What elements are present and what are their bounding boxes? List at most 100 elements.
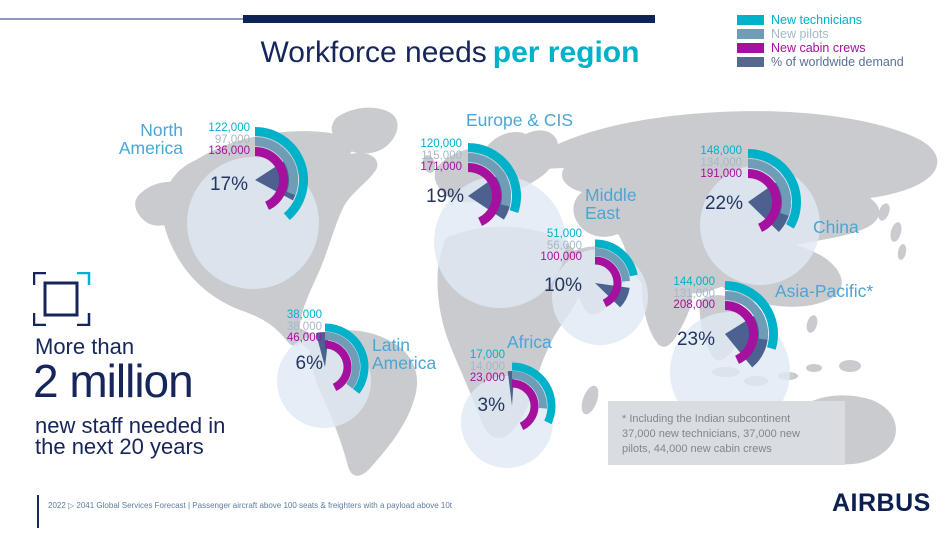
map-indonesia-4: [806, 364, 822, 372]
cabin-crews-arc: [724, 301, 758, 364]
technicians-value: 17,000: [469, 349, 505, 361]
pilots-arc: [324, 332, 360, 389]
map-new-guinea: [839, 360, 861, 372]
technicians-value: 144,000: [673, 276, 715, 288]
gauge-europe-cis: [467, 143, 521, 226]
cabin-crews-arc: [324, 340, 352, 392]
pilots-value: 134,000: [700, 156, 742, 169]
legend-swatch: [737, 42, 764, 53]
region-numbers-latin-america: 38,000 38,000 46,000: [286, 309, 322, 345]
page-title: Workforce needs per region: [0, 36, 900, 70]
gauge-middle-east: [594, 239, 638, 308]
region-numbers-asia-pacific: 144,000 131,000 208,000: [673, 276, 715, 312]
map-uk: [422, 155, 436, 173]
map-japan-1: [878, 203, 890, 221]
airbus-logo: AIRBUS: [832, 489, 931, 517]
technicians-value: 120,000: [420, 138, 462, 150]
demand-wedge: [725, 311, 768, 368]
pilots-arc: [594, 248, 630, 282]
cabin-crews-value: 191,000: [700, 168, 742, 180]
cabin-crews-arc: [747, 169, 781, 232]
demand-pct-middle-east: 10%: [543, 275, 582, 296]
cabin-crews-value: 23,000: [469, 372, 505, 384]
footnote-line: 37,000 new technicians, 37,000 new: [622, 428, 800, 440]
region-label-asia-pacific: Asia-Pacific*: [775, 281, 874, 301]
legend-swatch: [737, 56, 764, 67]
gauge-africa: [507, 362, 556, 431]
headline-2-million: 2 million: [33, 355, 194, 407]
region-label-latin-america: Latin America: [372, 335, 437, 373]
legend-swatch: [737, 28, 764, 39]
gauge-north-america: [254, 127, 308, 221]
demand-pct-asia-pacific: 23%: [676, 329, 715, 350]
region-label-europe-cis: Europe & CIS: [466, 110, 573, 130]
region-numbers-europe-cis: 120,000 115,000 171,000: [420, 138, 462, 174]
footer-source-text: 2022 ▷ 2041 Global Services Forecast | P…: [48, 501, 453, 510]
region-numbers-north-america: 122,000 97,000 136,000: [208, 122, 250, 158]
legend-item-3: % of worldwide demand: [737, 55, 904, 68]
pilots-value: 38,000: [286, 320, 322, 333]
footnote-line: * Including the Indian subcontinent: [622, 413, 791, 425]
pilots-value: 131,000: [673, 287, 715, 300]
map-greenland: [331, 107, 398, 154]
region-numbers-middle-east: 51,000 56,000 100,000: [540, 228, 582, 264]
pilots-value: 56,000: [546, 239, 582, 252]
demand-pct-china: 22%: [704, 193, 743, 214]
cabin-crews-value: 171,000: [420, 161, 462, 173]
legend-label: New cabin crews: [771, 40, 866, 55]
gauge-latin-america: [315, 323, 369, 394]
map-new-zealand-2: [850, 428, 862, 445]
technicians-arc: [511, 362, 556, 425]
legend: New technicians New pilots New cabin crews…: [737, 12, 904, 68]
technicians-arc: [254, 127, 308, 221]
headline-more-than: More than: [35, 334, 135, 359]
cabin-crews-value: 46,000: [286, 332, 322, 344]
page-title-highlight: per region: [492, 36, 640, 69]
region-label-middle-east: Middle East: [585, 185, 637, 223]
demand-pct-europe-cis: 19%: [425, 186, 464, 207]
footnote-box: * Including the Indian subcontinent 37,0…: [608, 401, 845, 465]
legend-item-0: New technicians: [737, 12, 904, 27]
legend-label: New technicians: [771, 12, 863, 27]
pilots-value: 97,000: [214, 133, 250, 146]
headline-staff-line: new staff needed in: [35, 413, 226, 438]
cabin-crews-arc: [254, 147, 288, 210]
cabin-crews-arc: [511, 379, 539, 431]
region-numbers-africa: 17,000 14,000 23,000: [469, 349, 505, 385]
technicians-arc: [594, 239, 638, 277]
pilots-arc: [747, 159, 791, 216]
pilots-arc: [467, 153, 511, 207]
demand-pct-north-america: 17%: [209, 174, 248, 195]
pilots-arc: [511, 371, 547, 409]
cabin-crews-value: 100,000: [540, 251, 582, 263]
technicians-arc: [747, 149, 801, 229]
expand-square-icon: [33, 272, 91, 326]
region-label-africa: Africa: [507, 332, 552, 352]
map-japan-3: [897, 244, 907, 260]
headline-years-line: the next 20 years: [35, 434, 204, 459]
legend-swatch: [737, 14, 764, 25]
map-new-zealand-1: [846, 405, 863, 418]
pilots-arc: [724, 291, 768, 340]
header-rule-thin: [0, 18, 243, 20]
legend-item-1: New pilots: [737, 26, 904, 41]
demand-pct-latin-america: 6%: [295, 353, 323, 374]
legend-label: New pilots: [771, 26, 829, 41]
page-title-prefix: Workforce needs: [260, 36, 487, 69]
map-india: [642, 262, 693, 347]
demand-wedge: [748, 177, 791, 232]
technicians-value: 122,000: [208, 122, 250, 134]
technicians-arc: [324, 323, 369, 394]
footnote-line: pilots, 44,000 new cabin crews: [622, 443, 772, 455]
cabin-crews-value: 208,000: [673, 299, 715, 311]
map-madagascar: [581, 385, 599, 415]
region-numbers-china: 148,000 134,000 191,000: [700, 145, 742, 181]
map-japan-2: [890, 222, 902, 242]
header-rule-thick: [243, 15, 655, 23]
footer-divider: [37, 495, 39, 528]
gauge-asia-pacific: [724, 281, 778, 368]
cabin-crews-arc: [467, 163, 501, 226]
technicians-value: 51,000: [546, 228, 582, 240]
cabin-crews-arc: [594, 256, 622, 308]
region-label-china: China: [813, 217, 859, 237]
